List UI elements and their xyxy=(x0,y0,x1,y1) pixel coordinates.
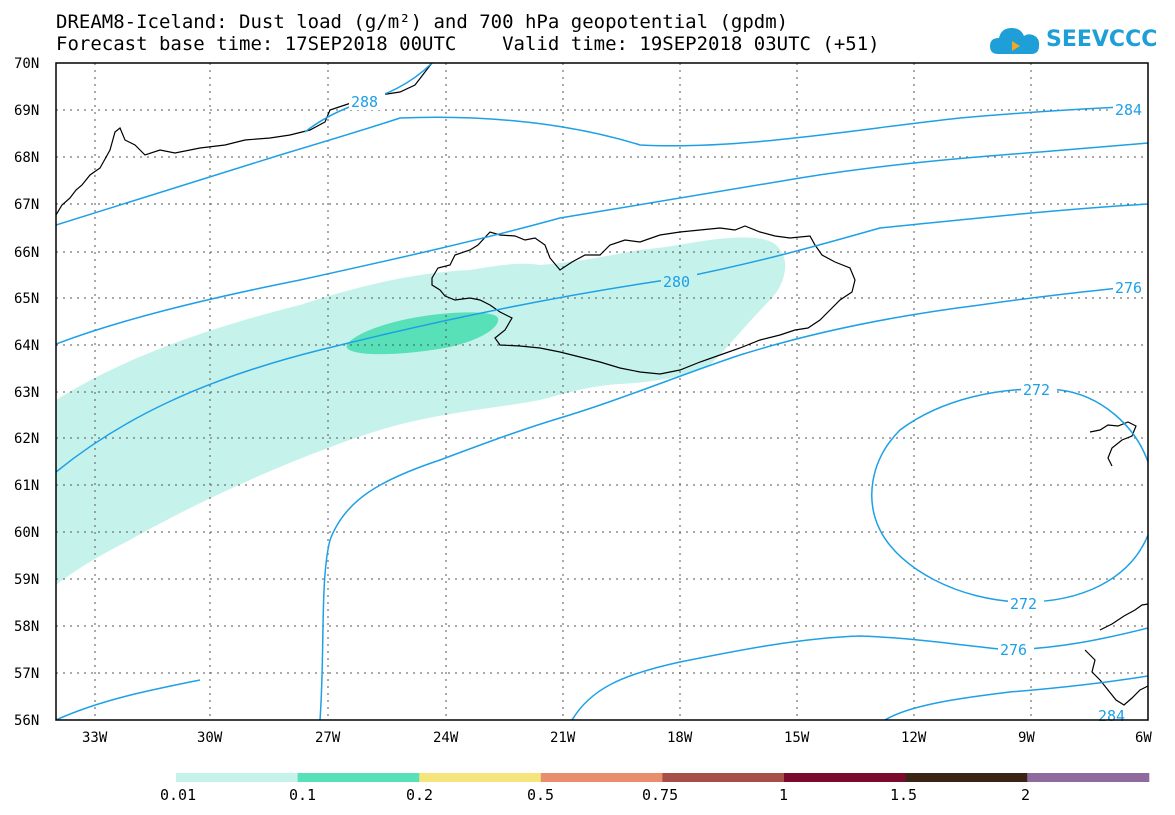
logo-text: SEEVCCC xyxy=(1046,27,1158,52)
colorbar-label: 0.5 xyxy=(527,786,555,804)
dust-plume-light xyxy=(56,237,786,585)
colorbar-swatch xyxy=(905,773,1028,782)
colorbar-label: 2 xyxy=(1021,786,1031,804)
lat-label: 66N xyxy=(14,245,39,261)
contour-272-top xyxy=(1059,389,1148,463)
colorbar-label: 0.2 xyxy=(406,786,434,804)
contour-label: 276 xyxy=(1115,279,1142,297)
lat-label: 60N xyxy=(14,525,39,541)
colorbar-swatch xyxy=(419,773,542,782)
lat-label: 57N xyxy=(14,666,39,682)
colorbar-label: 0.75 xyxy=(642,786,679,804)
map-frame xyxy=(55,62,1149,721)
contour-276-south xyxy=(571,627,1148,720)
lon-label: 27W xyxy=(315,730,341,746)
lat-label: 69N xyxy=(14,103,39,119)
lon-label: 9W xyxy=(1018,730,1035,746)
lon-label: 30W xyxy=(197,730,223,746)
contour-284-south xyxy=(884,675,1148,720)
scotland-coast xyxy=(1084,603,1148,706)
contour-label: 276 xyxy=(1000,641,1027,659)
colorbar-swatch xyxy=(297,773,420,782)
lat-label: 56N xyxy=(14,713,39,729)
faroe-coast xyxy=(1089,421,1137,467)
contour-label: 288 xyxy=(351,93,378,111)
lat-label: 67N xyxy=(14,197,39,213)
lat-label: 59N xyxy=(14,572,39,588)
lon-label: 15W xyxy=(784,730,810,746)
colorbar-label: 1 xyxy=(779,786,789,804)
colorbar-label: 0.1 xyxy=(289,786,317,804)
contour-label: 280 xyxy=(663,273,690,291)
lat-label: 68N xyxy=(14,150,39,166)
iceland-coast xyxy=(431,225,856,375)
lat-label: 64N xyxy=(14,338,39,354)
lat-label: 58N xyxy=(14,619,39,635)
longitude-labels: 33W 30W 27W 24W 21W 18W 15W 12W 9W 6W xyxy=(82,730,1152,746)
colorbar-swatch xyxy=(176,773,299,782)
colorbar-swatch xyxy=(662,773,785,782)
lat-label: 70N xyxy=(14,56,39,72)
lat-label: 62N xyxy=(14,431,39,447)
colorbar-swatch xyxy=(1027,773,1150,782)
colorbar-label: 0.01 xyxy=(160,786,197,804)
graticule xyxy=(56,63,1148,720)
contour-280 xyxy=(56,142,1148,345)
contour-label: 272 xyxy=(1010,595,1037,613)
contour-272-ring xyxy=(871,388,1148,603)
lat-label: 65N xyxy=(14,291,39,307)
lat-label: 61N xyxy=(14,478,39,494)
map-subtitle: Forecast base time: 17SEP2018 00UTC Vali… xyxy=(56,33,880,55)
contour-label: 284 xyxy=(1115,101,1142,119)
lat-label: 63N xyxy=(14,385,39,401)
map-title: DREAM8-Iceland: Dust load (g/m²) and 700… xyxy=(56,11,789,33)
contour-label: 284 xyxy=(1098,707,1125,725)
colorbar xyxy=(176,773,1150,782)
contour-280-b xyxy=(56,203,1148,473)
lon-label: 33W xyxy=(82,730,108,746)
lon-label: 21W xyxy=(550,730,576,746)
colorbar-label: 1.5 xyxy=(890,786,918,804)
contour-284-north xyxy=(56,105,1148,226)
contours xyxy=(56,63,1148,720)
lon-label: 18W xyxy=(667,730,693,746)
contour-labels: 288 284 280 276 272 272 276 284 xyxy=(349,92,1149,725)
lon-label: 6W xyxy=(1135,730,1152,746)
colorbar-swatch xyxy=(540,773,663,782)
lon-label: 24W xyxy=(433,730,459,746)
dust-plume-mid xyxy=(346,312,499,355)
dust-field xyxy=(56,237,786,585)
lon-label: 12W xyxy=(901,730,927,746)
latitude-labels: 70N 69N 68N 67N 66N 65N 64N 63N 62N 61N … xyxy=(14,56,39,729)
contour-276 xyxy=(56,284,1148,720)
contour-label: 272 xyxy=(1023,381,1050,399)
cloud-icon xyxy=(990,28,1040,54)
greenland-coast xyxy=(56,63,433,216)
colorbar-swatch xyxy=(784,773,907,782)
